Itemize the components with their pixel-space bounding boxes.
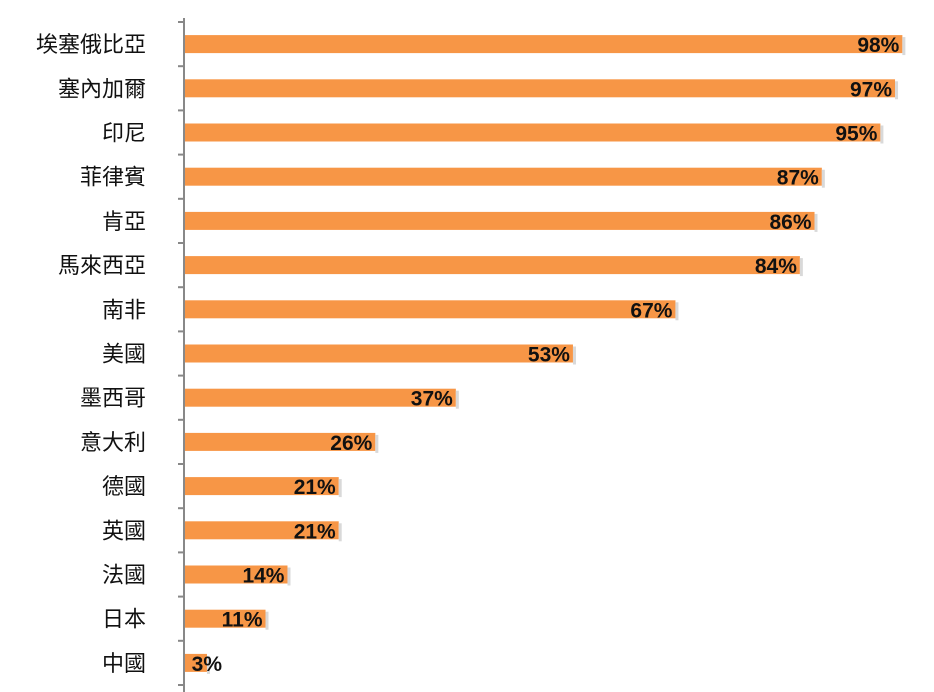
value-label: 11% [222, 609, 263, 632]
category-label: 墨西哥 [80, 387, 146, 412]
value-labels: 98% 97% 95% 87% 86% 84% 67% 53% 37% 26% 21% 21% 14% 1… [192, 34, 900, 676]
value-label: 87% [777, 167, 819, 190]
bar-shadow [375, 434, 379, 453]
value-label: 84% [755, 255, 797, 278]
category-label: 馬來西亞 [58, 254, 146, 279]
bar [185, 388, 456, 407]
value-label: 86% [769, 211, 811, 234]
category-label: 德國 [102, 475, 146, 500]
bar-shadow [455, 390, 459, 409]
category-label: 美國 [102, 343, 146, 368]
category-label: 法國 [102, 564, 146, 589]
bar [185, 79, 896, 98]
bar [185, 256, 800, 275]
bar-shadow [895, 81, 899, 100]
bar [185, 477, 339, 496]
value-label: 3% [192, 653, 223, 676]
bar [185, 344, 573, 363]
bar [185, 609, 266, 628]
bar [185, 565, 288, 584]
bar [185, 123, 881, 142]
bar-shadow [287, 567, 291, 586]
category-label: 南非 [102, 298, 146, 323]
category-label: 中國 [102, 652, 146, 677]
value-label: 67% [630, 299, 672, 322]
bar [185, 521, 339, 540]
value-label: 14% [242, 565, 284, 588]
category-label: 肯亞 [102, 210, 146, 235]
bar-shadow [338, 523, 342, 542]
bar-shadow [814, 213, 818, 232]
category-label: 埃塞俄比亞 [36, 33, 146, 58]
bar [185, 35, 903, 54]
bar [185, 653, 207, 672]
value-label: 95% [835, 123, 877, 146]
bar-shadow [902, 37, 906, 56]
category-label: 菲律賓 [80, 166, 146, 191]
category-label: 意大利 [80, 431, 146, 456]
bar-shadow [675, 302, 679, 321]
bar-shadow [880, 125, 884, 144]
value-label: 21% [294, 476, 336, 499]
value-label: 26% [330, 432, 372, 455]
bar [185, 300, 676, 319]
category-label: 日本 [102, 608, 146, 633]
bar [185, 432, 376, 451]
category-label: 印尼 [102, 122, 146, 147]
value-label: 37% [411, 388, 453, 411]
bar-shadow [206, 655, 210, 674]
bar-shadow [338, 479, 342, 498]
bars-layer [185, 35, 906, 674]
bar [185, 211, 815, 230]
value-label: 53% [528, 344, 570, 367]
value-label: 98% [857, 34, 899, 57]
bar-shadow [799, 258, 803, 277]
bar-shadow [265, 611, 269, 630]
bar [185, 167, 822, 186]
value-label: 97% [850, 78, 892, 101]
category-label: 英國 [102, 519, 146, 544]
bar-shadow [821, 169, 825, 188]
bar-shadow [572, 346, 576, 365]
value-label: 21% [294, 520, 336, 543]
category-label: 塞內加爾 [58, 77, 146, 102]
